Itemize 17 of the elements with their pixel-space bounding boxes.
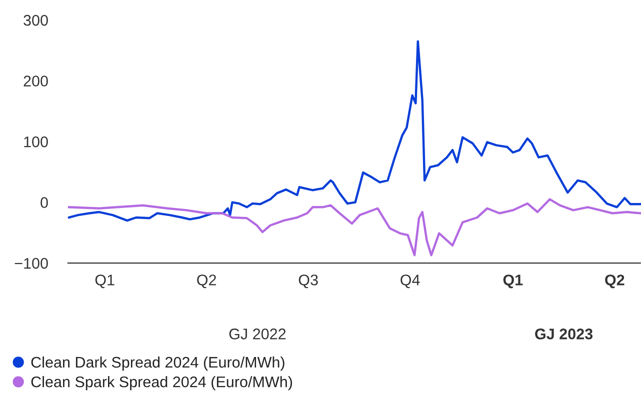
line-series [68,198,641,256]
y-tick-label: 0 [40,197,48,208]
line-series [68,40,641,222]
y-tick-label: 200 [24,76,48,86]
y-tick-label: 300 [24,14,48,26]
x-tick-label: Q4 [400,274,420,288]
x-tick-label: Q2 [197,274,216,288]
x-tick-label: Q2 [605,274,624,288]
legend-label: Clean Spark Spread 2024 (Euro/MWh) [31,376,292,390]
text: GJ 2023 [535,328,593,340]
text: GJ 2022 [229,328,286,340]
x-tick-label: Q1 [503,274,523,288]
y-tick-label: 100 [24,136,48,148]
x-tick-label: Q3 [298,274,318,288]
legend-label: Clean Dark Spread 2024 (Euro/MWh) [31,356,284,371]
x-tick-label: Q1 [95,274,114,288]
y-tick-label: −100 [14,258,48,269]
